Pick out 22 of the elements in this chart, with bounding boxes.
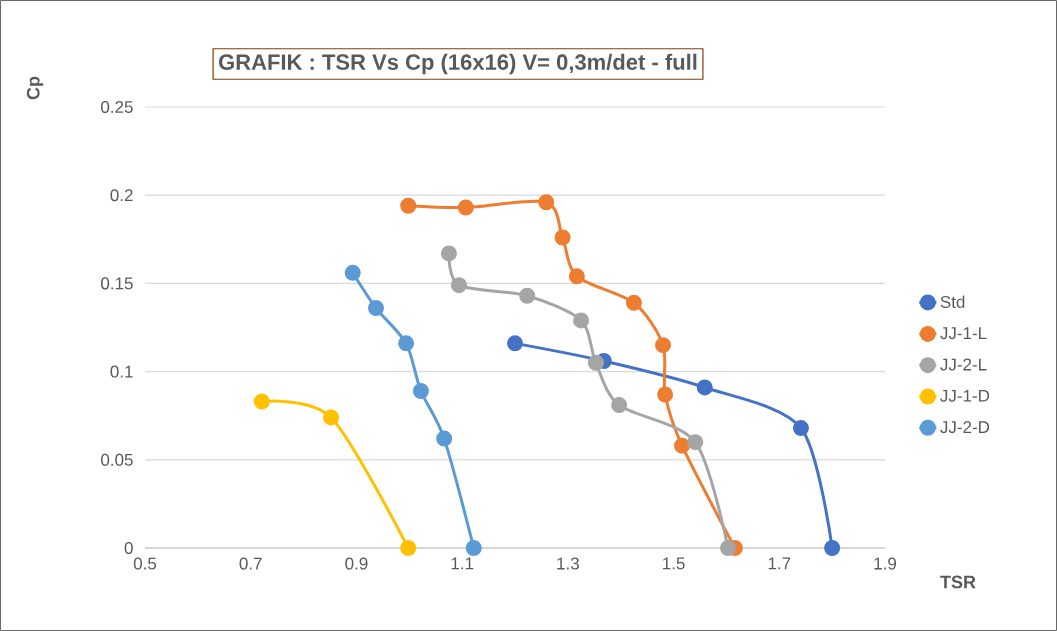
y-tick-label: 0 <box>124 541 133 555</box>
x-tick-label: 1.5 <box>663 557 685 570</box>
legend-label: JJ-1-L <box>940 327 987 340</box>
y-tick-label: 0.15 <box>101 277 133 290</box>
y-tick-label: 0.25 <box>101 100 133 114</box>
x-tick-label: 0.7 <box>239 557 262 570</box>
legend-label: JJ-1-D <box>940 389 990 402</box>
y-tick-label: 0.1 <box>110 365 133 378</box>
legend-label: Std <box>940 295 965 308</box>
x-tick-label: 1.1 <box>451 557 474 570</box>
x-tick-label: 1.7 <box>768 557 791 570</box>
x-tick-label: 1.9 <box>874 557 897 570</box>
legend-label: JJ-2-L <box>940 358 987 371</box>
y-axis-title: Cp <box>26 76 44 100</box>
x-tick-label: 1.3 <box>557 557 579 570</box>
legend-label: JJ-2-D <box>940 421 990 434</box>
x-axis-title: TSR <box>940 575 976 589</box>
chart-title: GRAFIK : TSR Vs Cp (16x16) V= 0,3m/det - full <box>219 53 697 75</box>
y-tick-label: 0.05 <box>101 453 133 466</box>
x-tick-label: 0.9 <box>345 557 368 570</box>
y-tick-label: 0.2 <box>110 189 133 202</box>
x-tick-label: 0.5 <box>133 557 157 570</box>
